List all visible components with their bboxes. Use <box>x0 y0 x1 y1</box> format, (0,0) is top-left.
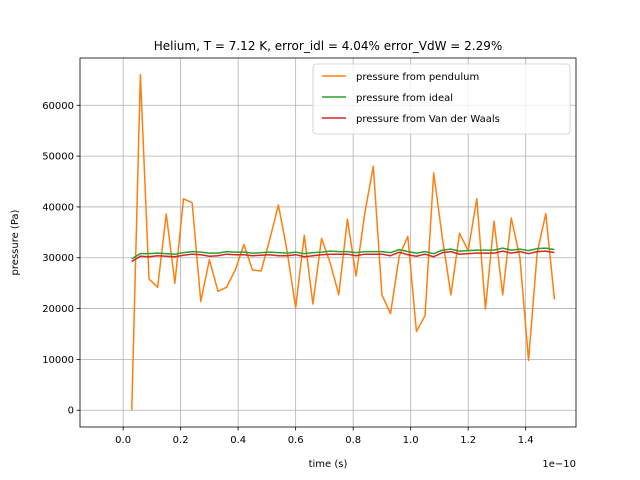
x-tick-label: 0.8 <box>345 435 361 446</box>
x-tick-label: 1.2 <box>460 435 476 446</box>
y-tick-label: 10000 <box>42 355 74 366</box>
legend-box <box>312 63 571 135</box>
axes-frame <box>79 57 577 428</box>
x-tick-label: 1.0 <box>403 435 419 446</box>
ticks: 0.0 0.2 0.4 0.6 0.8 1.0 1.2 1.4 0 10000 20000 30000… <box>42 101 533 446</box>
x-tick-label: 1.4 <box>518 435 534 446</box>
y-tick-label: 50000 <box>42 152 74 163</box>
x-axis-offset-label: 1e−10 <box>542 459 576 470</box>
y-tick-label: 30000 <box>42 253 74 264</box>
y-tick-label: 0 <box>68 406 74 417</box>
plot-lines <box>131 74 556 411</box>
x-tick-label: 0.4 <box>230 435 246 446</box>
x-tick-label: 0.2 <box>173 435 189 446</box>
x-axis-label: time (s) <box>309 459 348 470</box>
series-line-0 <box>131 74 556 411</box>
series-line-2 <box>131 250 555 262</box>
legend: pressure from pendulum pressure from idea… <box>312 63 571 135</box>
x-tick-label: 0.0 <box>115 435 131 446</box>
y-tick-label: 40000 <box>42 202 74 213</box>
chart-title: Helium, T = 7.12 K, error_idl = 4.04% er… <box>154 39 503 53</box>
x-tick-label: 0.6 <box>288 435 304 446</box>
series-line-1 <box>131 247 555 260</box>
legend-entry: pressure from ideal <box>356 93 453 104</box>
y-tick-label: 20000 <box>42 304 74 315</box>
y-tick-label: 60000 <box>42 101 74 112</box>
y-axis-label: pressure (Pa) <box>10 209 21 275</box>
legend-entry: pressure from Van der Waals <box>356 114 500 125</box>
legend-entry: pressure from pendulum <box>356 72 479 83</box>
